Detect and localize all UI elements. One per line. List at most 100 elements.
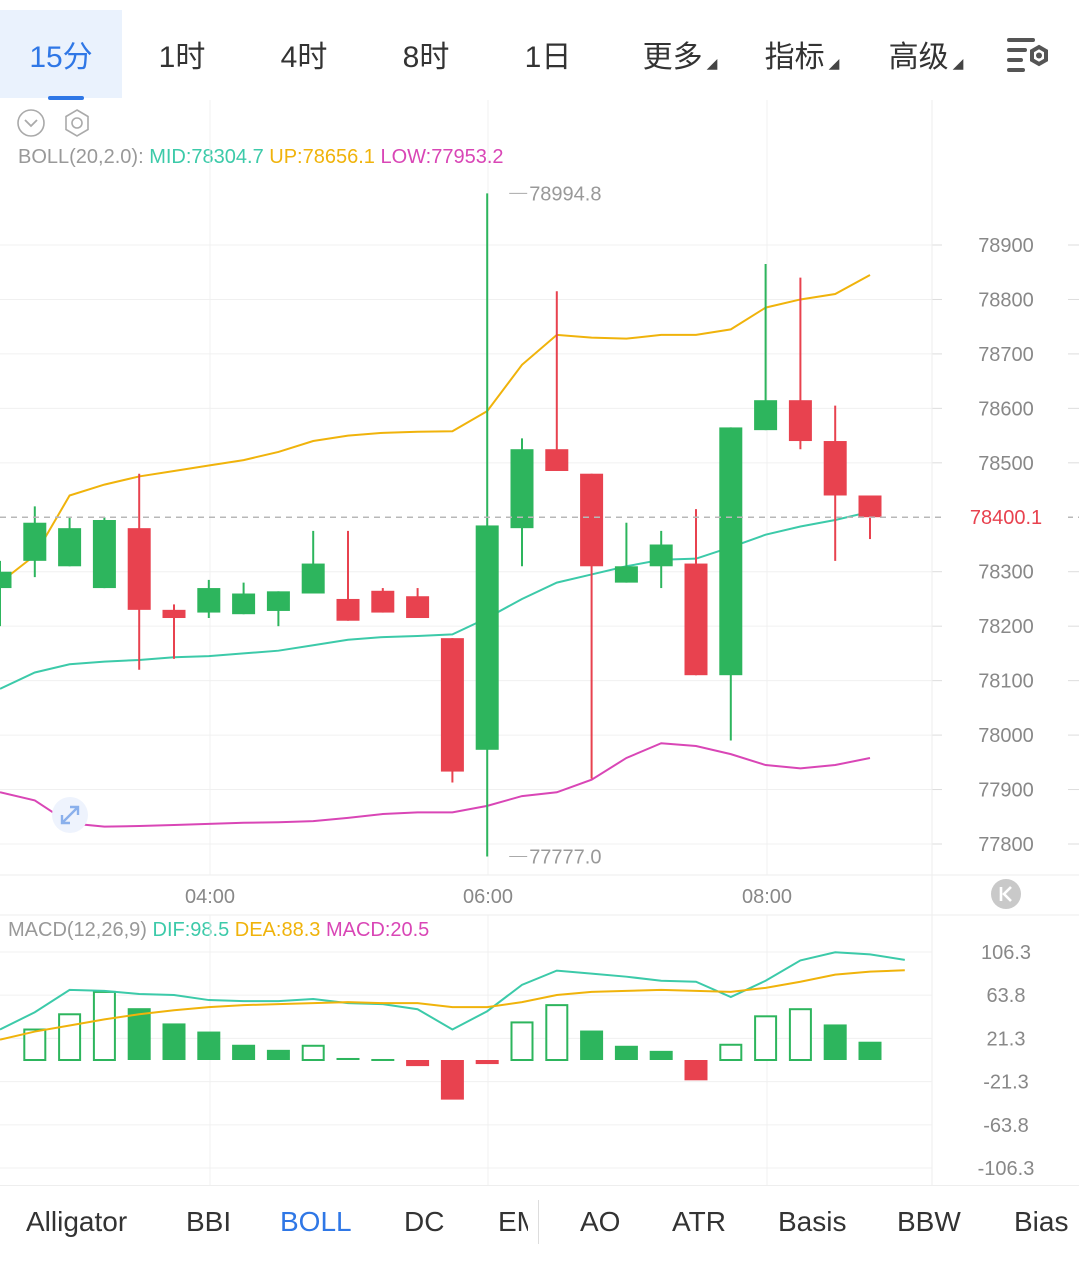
boll-mid: MID:78304.7 [149,146,264,168]
macd-bar [232,1044,256,1060]
timeframe-tabs: 15分 1时 4时 8时 1日 更多 ◢ 指标 ◢ 高级 ◢ [0,0,1079,100]
candle-body [197,588,221,613]
candle-body [162,609,186,619]
tab-label: 1时 [158,41,206,74]
y-tick-label: 77900 [978,780,1034,802]
indicator-bias[interactable]: Bias [1014,1206,1069,1237]
candle [58,517,82,567]
macd-bar [580,1030,604,1060]
macd-bar [823,1024,847,1060]
x-tick-label: 04:00 [185,886,235,908]
indicator-em[interactable]: EM [498,1206,528,1237]
current-price-label: 78400.1 [970,507,1042,529]
candle [162,604,186,659]
macd-tick-label: -106.3 [978,1158,1035,1180]
x-tick-label: 08:00 [742,886,792,908]
candle-body [92,519,116,589]
macd-bar [266,1049,290,1060]
current-price-tag [944,501,1068,534]
macd-bar [475,1060,499,1065]
candle [371,588,395,613]
macd-bar [406,1060,430,1067]
tab-15m[interactable]: 15分 [0,10,122,98]
candle [301,530,325,594]
tab-4h[interactable]: 4时 [254,10,354,98]
macd-bar [510,1021,534,1061]
boll-legend: BOLL(20,2.0): MID:78304.7 UP:78656.1 LOW… [18,146,504,169]
indicator-atr[interactable]: ATR [672,1206,726,1237]
tab-1h[interactable]: 1时 [132,10,232,98]
candle-body [475,525,499,750]
macd-bar [92,990,116,1062]
boll-line-up [0,274,871,584]
candle [336,530,360,621]
candle-body [788,400,812,442]
y-tick-label: 78700 [978,344,1034,366]
dropdown-caret-icon: ◢ [952,54,964,71]
candle-body [580,473,604,567]
tab-8h[interactable]: 8时 [376,10,476,98]
tab-advanced[interactable]: 高级 ◢ [876,10,976,98]
dropdown-caret-icon: ◢ [706,54,718,71]
tab-1d[interactable]: 1日 [498,10,598,98]
candle [475,193,499,857]
indicator-alligator[interactable]: Alligator [26,1206,128,1237]
candle-body [614,566,638,583]
indicator-bbw[interactable]: BBW [897,1206,961,1237]
tab-label: 4时 [280,41,328,74]
tab-more[interactable]: 更多 ◢ [630,10,730,98]
indicator-boll[interactable]: BOLL [280,1206,352,1237]
candle [440,638,464,783]
macd-tick-label: -21.3 [983,1072,1029,1094]
chart-settings-icon[interactable] [1003,34,1053,78]
y-tick-label: 78500 [978,453,1034,475]
indicator-dc[interactable]: DC [404,1206,445,1237]
candle [788,277,812,450]
chevron-down-icon[interactable] [16,108,46,138]
tab-indicators[interactable]: 指标 ◢ [752,10,852,98]
y-axis: 78900 78800 78700 78600 78500 78300 78200 78100… [978,235,1034,856]
candle-body [23,522,47,561]
gear-icon[interactable] [62,108,92,138]
candle [197,579,221,619]
macd-bar [371,1058,395,1061]
indicator-bbi[interactable]: BBI [186,1206,232,1237]
chart-canvas[interactable]: 78900 78800 78700 78600 78500 78300 78200 78100… [0,100,1079,1185]
y-tick-label: 78300 [978,562,1034,584]
macd-panel: 106.3 63.8 21.3 -21.3 -63.8 -106.3 [0,942,1034,1180]
candle [719,427,743,741]
candle [684,509,708,676]
indicator-basis[interactable]: Basis [778,1206,847,1237]
macd-bar [197,1031,221,1060]
macd-value: MACD:20.5 [325,919,430,941]
candle-body [127,528,151,610]
x-axis: 04:00 06:00 08:00 [185,886,792,908]
tab-label: 高级 [888,41,949,74]
candle [649,530,673,589]
candle [266,591,290,627]
indicator-ao[interactable]: AO [580,1206,621,1237]
macd-bar [858,1041,882,1060]
macd-bar [649,1050,673,1060]
candle-body [754,400,778,431]
macd-bar [301,1044,325,1062]
macd-bar [788,1008,812,1062]
macd-tick-label: 63.8 [987,985,1026,1007]
macd-tick-label: 106.3 [981,942,1031,964]
macd-bar [23,1028,47,1061]
candle-body [266,591,290,611]
active-tab-indicator [48,96,84,100]
candle [406,588,430,619]
y-tick-label: 78600 [978,398,1034,420]
macd-bar [440,1060,464,1100]
grid [0,100,1079,1185]
candle [23,506,47,578]
candle-body [649,544,673,567]
skip-to-latest-icon[interactable] [990,878,1022,910]
expand-arrows-icon[interactable] [50,795,90,835]
candle [580,473,604,779]
candle-body [0,571,12,589]
macd-bar [162,1023,186,1060]
y-tick-label: 78100 [978,671,1034,693]
candle [510,438,534,567]
